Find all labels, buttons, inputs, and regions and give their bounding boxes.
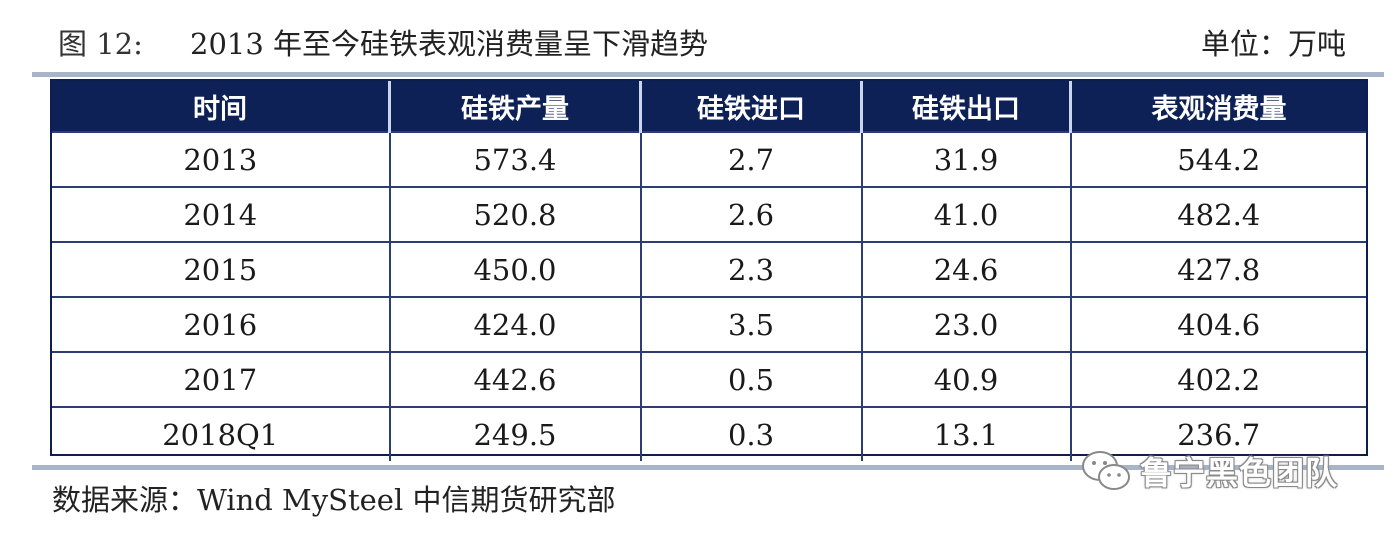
cell-import: 2.3 xyxy=(640,241,863,297)
cell-apparent-consumption: 402.2 xyxy=(1070,351,1366,407)
cell-production: 573.4 xyxy=(389,131,642,187)
cell-export: 41.0 xyxy=(861,186,1072,242)
source-note: 数据来源：Wind MySteel 中信期货研究部 xyxy=(52,483,616,517)
cell-import: 2.7 xyxy=(640,131,863,187)
cell-production: 520.8 xyxy=(389,186,642,242)
cell-import: 0.5 xyxy=(640,351,863,407)
data-table-container: 时间 硅铁产量 硅铁进口 硅铁出口 表观消费量 2013 573.4 2.7 3… xyxy=(50,79,1368,461)
column-header-time: 时间 xyxy=(52,81,391,132)
cell-export: 40.9 xyxy=(861,351,1072,407)
table-row: 2018Q1 249.5 0.3 13.1 236.7 xyxy=(52,406,1366,461)
figure-header: 图 12: 2013 年至今硅铁表观消费量呈下滑趋势 单位：万吨 xyxy=(58,22,1348,66)
cell-time: 2018Q1 xyxy=(52,406,391,461)
cell-apparent-consumption: 544.2 xyxy=(1070,131,1366,187)
watermark: 鲁宁黑色团队 xyxy=(1080,446,1338,496)
cell-export: 31.9 xyxy=(861,131,1072,187)
cell-import: 3.5 xyxy=(640,296,863,352)
cell-export: 13.1 xyxy=(861,406,1072,461)
column-header-import: 硅铁进口 xyxy=(640,81,863,132)
cell-apparent-consumption: 404.6 xyxy=(1070,296,1366,352)
cell-production: 442.6 xyxy=(389,351,642,407)
bottom-divider xyxy=(32,465,1384,470)
top-divider xyxy=(32,72,1384,77)
cell-export: 23.0 xyxy=(861,296,1072,352)
cell-apparent-consumption: 482.4 xyxy=(1070,186,1366,242)
table-row: 2015 450.0 2.3 24.6 427.8 xyxy=(52,241,1366,297)
unit-label: 单位：万吨 xyxy=(1200,27,1346,61)
cell-import: 2.6 xyxy=(640,186,863,242)
cell-import: 0.3 xyxy=(640,406,863,461)
data-table: 时间 硅铁产量 硅铁进口 硅铁出口 表观消费量 2013 573.4 2.7 3… xyxy=(52,81,1366,461)
cell-production: 450.0 xyxy=(389,241,642,297)
cell-time: 2014 xyxy=(52,186,391,242)
table-row: 2014 520.8 2.6 41.0 482.4 xyxy=(52,186,1366,242)
table-row: 2017 442.6 0.5 40.9 402.2 xyxy=(52,351,1366,407)
wechat-icon xyxy=(1082,451,1130,490)
figure-label: 图 12: xyxy=(58,27,143,61)
table-row: 2013 573.4 2.7 31.9 544.2 xyxy=(52,131,1366,187)
cell-apparent-consumption: 427.8 xyxy=(1070,241,1366,297)
table-header-row: 时间 硅铁产量 硅铁进口 硅铁出口 表观消费量 xyxy=(52,81,1366,132)
cell-time: 2017 xyxy=(52,351,391,407)
column-header-production: 硅铁产量 xyxy=(389,81,642,132)
cell-export: 24.6 xyxy=(861,241,1072,297)
column-header-apparent-consumption: 表观消费量 xyxy=(1070,81,1366,132)
cell-time: 2013 xyxy=(52,131,391,187)
cell-production: 424.0 xyxy=(389,296,642,352)
cell-time: 2015 xyxy=(52,241,391,297)
watermark-text: 鲁宁黑色团队 xyxy=(1140,454,1339,492)
column-header-export: 硅铁出口 xyxy=(861,81,1072,132)
cell-apparent-consumption: 236.7 xyxy=(1070,406,1366,461)
figure-title: 2013 年至今硅铁表观消费量呈下滑趋势 xyxy=(190,27,709,61)
table-row: 2016 424.0 3.5 23.0 404.6 xyxy=(52,296,1366,352)
cell-production: 249.5 xyxy=(389,406,642,461)
cell-time: 2016 xyxy=(52,296,391,352)
